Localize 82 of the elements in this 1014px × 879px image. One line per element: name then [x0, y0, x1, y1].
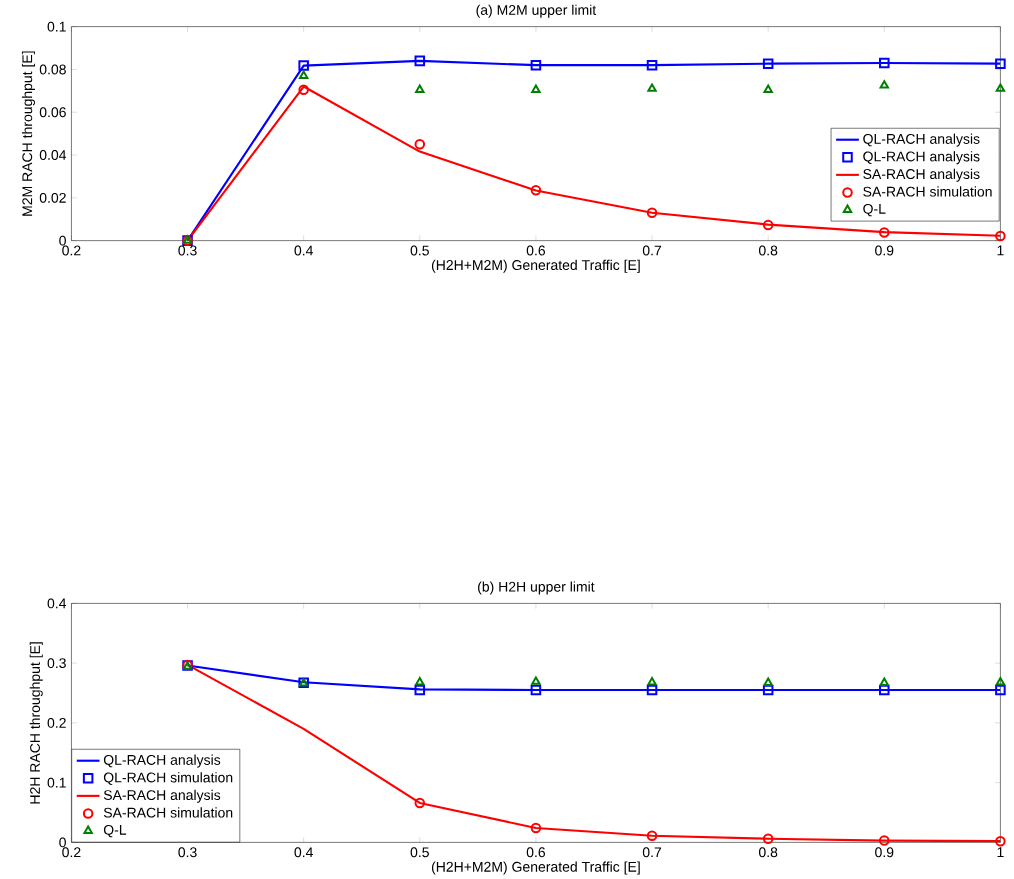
y-axis-title: M2M RACH throughput [E]: [21, 51, 35, 216]
chart-title: (b) H2H upper limit: [478, 581, 595, 595]
y-tick-label: 0.02: [39, 192, 66, 203]
x-tick-label: 0.7: [642, 245, 662, 256]
point: [879, 80, 889, 89]
chart-title: (a) M2M upper limit: [476, 4, 597, 18]
y-tick-label: 0: [59, 235, 66, 246]
point: [763, 677, 773, 686]
point: [646, 207, 658, 218]
point: [995, 676, 1006, 686]
legend-label: QL-RACH analysis: [863, 151, 980, 165]
x-tick-label: 0.6: [526, 245, 546, 256]
point: [879, 57, 890, 69]
y-tick-label: 0.04: [39, 149, 67, 160]
point: [414, 55, 426, 67]
y-tick-label: 0.08: [39, 64, 66, 75]
point: [415, 84, 425, 93]
x-tick-label: 1: [997, 847, 1004, 857]
point: [879, 677, 889, 686]
y-axis-title: H2H RACH throughput [E]: [29, 642, 43, 804]
x-tick-label: 0.9: [875, 847, 894, 858]
x-tick-label: 1: [997, 245, 1004, 256]
legend-label: Q-L: [103, 824, 127, 838]
point: [647, 83, 657, 92]
point: [530, 59, 542, 71]
legend-label: Q-L: [863, 203, 886, 217]
legend-label: SA-RACH analysis: [863, 168, 980, 182]
point: [647, 676, 657, 686]
x-tick-label: 0.4: [294, 245, 313, 256]
y-tick-label: 0.2: [47, 717, 66, 728]
point: [298, 70, 309, 79]
legend-label: SA-RACH analysis: [103, 789, 221, 803]
point: [530, 684, 542, 696]
x-tick-label: 0.5: [410, 847, 429, 858]
point: [762, 684, 774, 696]
x-axis-title: (H2H+M2M) Generated Traffic [E]: [431, 861, 640, 875]
x-axis-title: (H2H+M2M) Generated Traffic [E]: [431, 259, 640, 273]
point: [414, 138, 426, 150]
x-tick-label: 0.9: [875, 245, 894, 256]
point: [646, 59, 658, 71]
legend-label: SA-RACH simulation: [863, 186, 992, 197]
y-tick-label: 0: [59, 837, 66, 848]
point: [531, 676, 541, 685]
point: [530, 184, 542, 196]
point: [531, 84, 541, 93]
point: [879, 227, 890, 238]
point: [879, 684, 890, 696]
point: [414, 797, 426, 809]
y-tick-label: 0.1: [47, 21, 66, 32]
point: [646, 830, 658, 841]
x-tick-label: 0.8: [758, 847, 778, 858]
x-tick-label: 0.3: [178, 245, 197, 256]
point: [298, 60, 309, 71]
y-tick-label: 0.4: [47, 598, 67, 609]
point: [995, 230, 1006, 242]
y-tick-label: 0.3: [47, 658, 66, 668]
y-tick-label: 0.06: [39, 107, 66, 118]
point: [995, 58, 1006, 69]
point: [763, 84, 773, 93]
x-tick-label: 0.4: [294, 847, 313, 858]
point: [414, 684, 426, 696]
point: [762, 833, 774, 844]
x-tick-label: 0.7: [642, 847, 662, 858]
point: [762, 58, 774, 69]
x-tick-label: 0.5: [410, 245, 429, 256]
point: [995, 83, 1006, 92]
point: [415, 676, 425, 686]
point: [646, 684, 658, 696]
y-tick-label: 0.1: [47, 777, 66, 788]
point: [995, 835, 1006, 847]
point: [762, 219, 774, 231]
point: [298, 84, 309, 95]
legend-label: QL-RACH simulation: [103, 772, 233, 785]
legend-label: QL-RACH analysis: [103, 754, 221, 768]
x-tick-label: 0.6: [526, 847, 546, 858]
point: [879, 835, 890, 846]
point: [995, 684, 1006, 696]
legend-label: QL-RACH analysis: [863, 133, 980, 147]
point: [530, 822, 542, 834]
x-tick-label: 0.8: [758, 245, 778, 256]
legend-label: SA-RACH simulation: [103, 807, 233, 818]
x-tick-label: 0.3: [178, 847, 197, 858]
